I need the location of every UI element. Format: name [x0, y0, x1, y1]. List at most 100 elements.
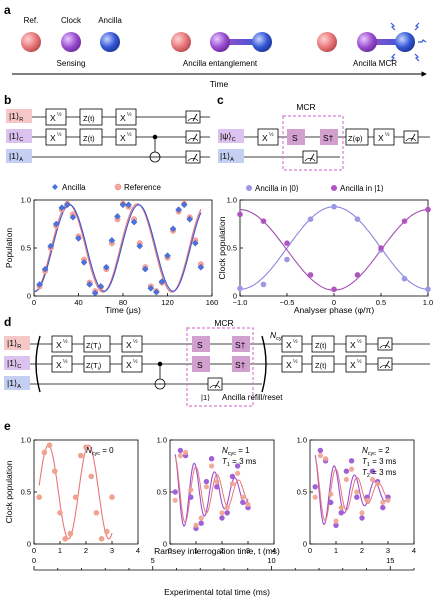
- tick-label: 5: [151, 556, 155, 565]
- point-reference: [188, 487, 194, 493]
- x-tick-label: 0.5: [376, 298, 386, 307]
- svg-text:|1⟩R: |1⟩R: [9, 111, 23, 123]
- annotation-t: T2 = 3 ms: [362, 468, 396, 479]
- y-tick-label: 0.5: [227, 244, 237, 253]
- x-tick-label: 4: [136, 546, 140, 555]
- x-tick-label: 2: [360, 546, 364, 555]
- point-reference: [198, 515, 204, 521]
- svg-text:X: X: [378, 133, 384, 143]
- point-reference: [214, 479, 220, 485]
- point-ancilla: [147, 285, 155, 292]
- qubit-label-clock: Clock: [61, 16, 82, 25]
- point-ancilla: [114, 213, 121, 220]
- svg-text:X: X: [350, 340, 356, 350]
- point-ancilla: [186, 215, 194, 223]
- svg-text:½: ½: [127, 131, 132, 138]
- point-ancilla-1: [425, 206, 431, 213]
- point-clock: [240, 499, 246, 506]
- point-ancilla: [47, 242, 54, 250]
- point: [41, 449, 48, 456]
- point-ancilla: [41, 265, 49, 273]
- svg-text:|1⟩: |1⟩: [201, 393, 210, 402]
- x-tick-label: 3: [386, 546, 390, 555]
- svg-text:½: ½: [357, 358, 362, 365]
- x-tick-label: 160: [206, 298, 219, 307]
- point-reference: [177, 453, 183, 459]
- point-clock: [348, 458, 355, 464]
- point-ancilla: [97, 283, 105, 290]
- point-reference: [323, 456, 329, 462]
- point-reference: [343, 476, 349, 483]
- point-ancilla-0: [401, 275, 408, 282]
- point-ancilla-0: [260, 281, 267, 288]
- svg-text:Z(t): Z(t): [83, 114, 95, 123]
- subplot-0: 0 1 2 3 4 0 0.5 1.0 Ncyc = 0: [21, 436, 141, 556]
- tick-label: 10: [267, 556, 275, 565]
- point-clock: [172, 489, 178, 495]
- fit-ancilla-1: [239, 209, 429, 291]
- point-reference: [229, 481, 235, 487]
- x-tick-label: 0: [168, 546, 172, 555]
- point-ancilla: [75, 235, 82, 242]
- point-ancilla: [130, 218, 138, 226]
- fit-ancilla: [33, 204, 202, 292]
- svg-text:S†: S†: [235, 340, 246, 350]
- legend-ancilla-0-marker: [246, 185, 252, 191]
- svg-text:½: ½: [357, 338, 362, 345]
- point-clock: [177, 447, 184, 454]
- svg-text:X: X: [126, 360, 132, 370]
- point-reference: [209, 463, 215, 469]
- point-reference: [338, 505, 344, 511]
- annotation-ncyc: Ncyc = 1: [222, 446, 250, 457]
- y-tick-label: 1.0: [157, 436, 167, 445]
- point-ancilla: [197, 263, 205, 271]
- e-xlabel: Ramsey interrogation time, t (ms): [154, 546, 280, 556]
- x-tick-label: 4: [412, 546, 416, 555]
- y-tick-label: 1.0: [297, 436, 307, 445]
- svg-text:½: ½: [385, 131, 390, 138]
- y-tick-label: 0: [233, 292, 237, 301]
- point-clock: [359, 515, 365, 521]
- point-reference: [219, 510, 225, 516]
- point-ancilla: [141, 265, 149, 273]
- point: [104, 528, 110, 535]
- point: [46, 442, 53, 449]
- point-ancilla: [119, 201, 127, 209]
- time-axis-label: Time: [210, 79, 229, 89]
- y-axis-label: Clock population: [217, 216, 227, 279]
- x-tick-label: 2: [84, 546, 88, 555]
- svg-text:X: X: [120, 113, 126, 123]
- point-reference: [193, 522, 199, 528]
- point-clock: [380, 504, 386, 511]
- bottom-axis-label: Experimental total time (ms): [164, 587, 270, 597]
- point-reference: [354, 489, 360, 495]
- reset-label: Ancilla refill/reset: [222, 393, 283, 402]
- legend-ancilla-marker: [52, 184, 58, 190]
- stage-entangle-balls: [171, 32, 272, 52]
- svg-text:|1⟩R: |1⟩R: [7, 338, 21, 350]
- plot-frame: [33, 439, 139, 545]
- svg-text:Z(t): Z(t): [315, 361, 327, 370]
- point-clock: [343, 468, 350, 474]
- svg-text:MCR: MCR: [296, 102, 315, 112]
- y-tick-label: 0.5: [297, 488, 307, 497]
- annotation-t: T1 = 3 ms: [222, 457, 256, 468]
- svg-text:X: X: [50, 113, 56, 123]
- svg-text:½: ½: [133, 338, 138, 345]
- tick-label: 0: [32, 556, 36, 565]
- point-ancilla: [169, 225, 177, 233]
- x-tick-label: 40: [74, 298, 82, 307]
- point-reference: [385, 497, 391, 503]
- point-reference: [317, 453, 323, 459]
- point-ancilla-1: [260, 218, 267, 224]
- point-clock: [338, 510, 344, 516]
- svg-text:X: X: [286, 360, 292, 370]
- point-ancilla-0: [425, 286, 431, 293]
- svg-text:S: S: [292, 133, 298, 143]
- y-tick-label: 0: [27, 540, 31, 549]
- point-clock: [354, 494, 360, 500]
- point-clock: [208, 456, 215, 462]
- svg-text:X: X: [120, 133, 126, 143]
- plot-frame: [239, 199, 429, 297]
